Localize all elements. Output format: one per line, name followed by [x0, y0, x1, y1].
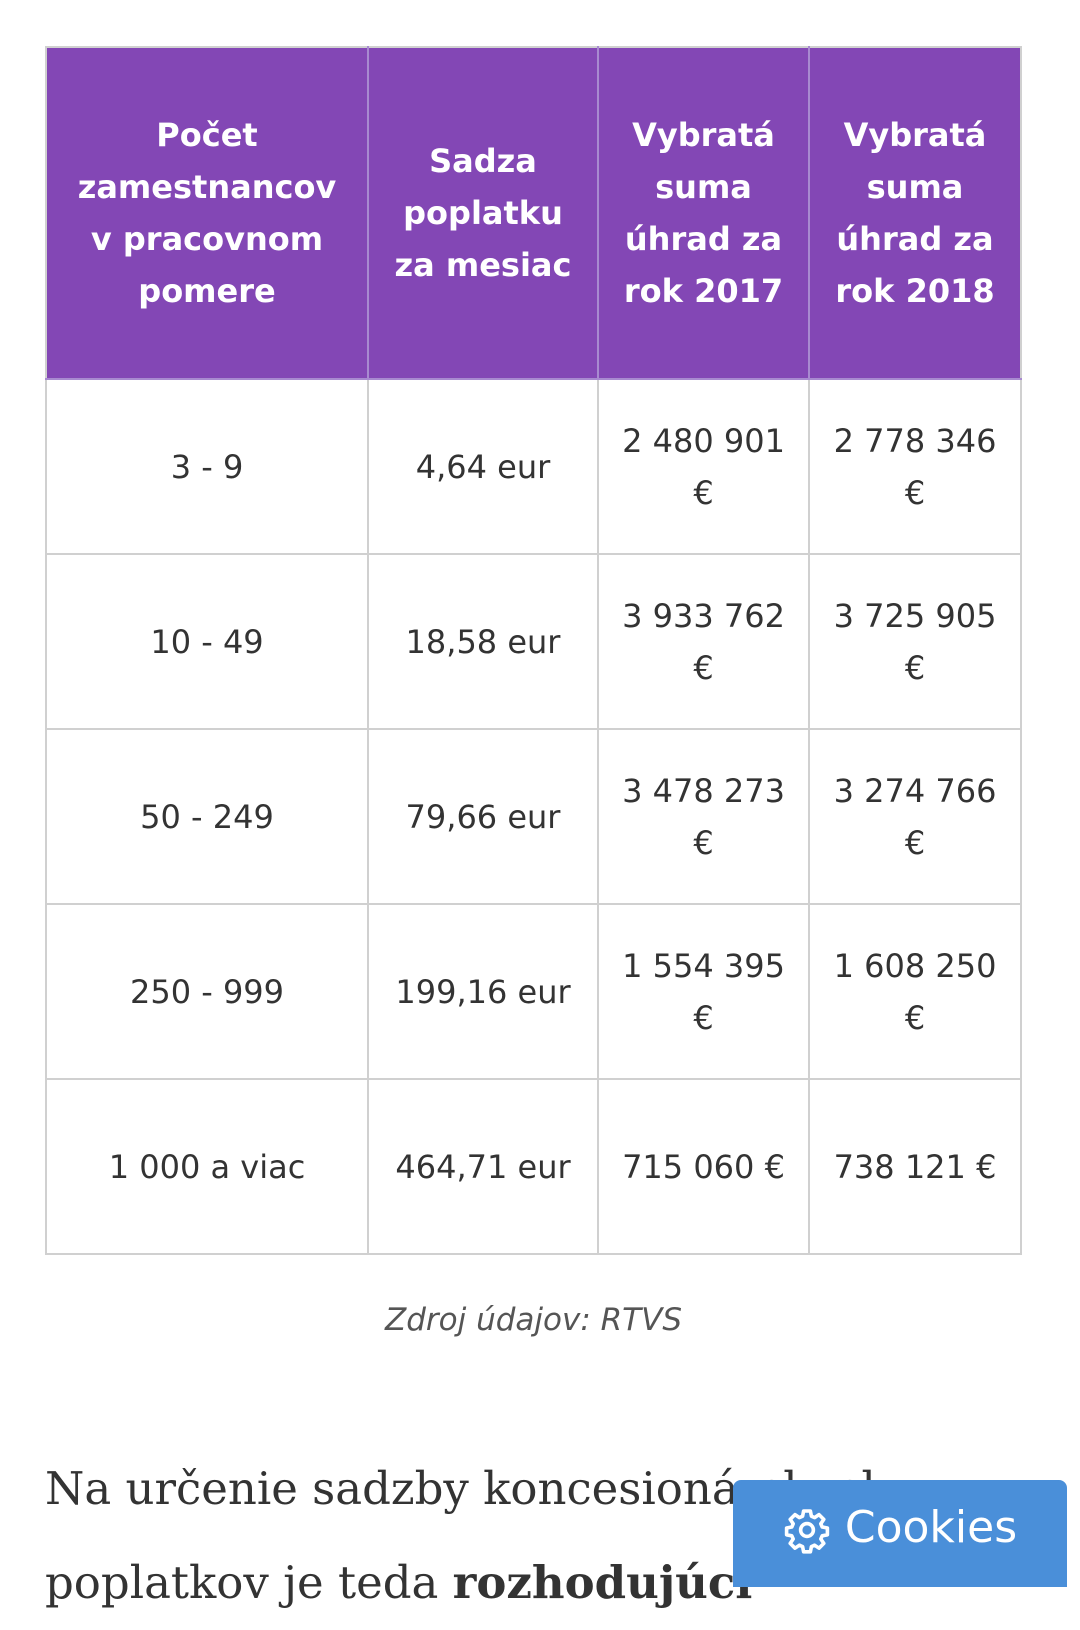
- cell-sum-2017: 2 480 901 €: [597, 378, 810, 555]
- cell-employees: 50 - 249: [45, 728, 369, 905]
- cell-rate: 79,66 eur: [367, 728, 599, 905]
- table-row: 50 - 249 79,66 eur 3 478 273 € 3 274 766…: [45, 728, 1022, 905]
- cell-sum-2017: 1 554 395 €: [597, 903, 810, 1080]
- cell-employees: 3 - 9: [45, 378, 369, 555]
- cell-employees: 1 000 a viac: [45, 1078, 369, 1255]
- cell-rate: 199,16 eur: [367, 903, 599, 1080]
- cell-rate: 4,64 eur: [367, 378, 599, 555]
- cell-sum-2018: 3 274 766 €: [808, 728, 1022, 905]
- cell-sum-2017: 715 060 €: [597, 1078, 810, 1255]
- gear-icon: [784, 1509, 830, 1554]
- cell-employees: 250 - 999: [45, 903, 369, 1080]
- cell-sum-2018: 2 778 346 €: [808, 378, 1022, 555]
- cell-sum-2017: 3 933 762 €: [597, 553, 810, 730]
- table-row: 250 - 999 199,16 eur 1 554 395 € 1 608 2…: [45, 903, 1022, 1080]
- table-header-row: Počet zamestnancov v pracovnom pomere Sa…: [45, 46, 1022, 380]
- header-employees: Počet zamestnancov v pracovnom pomere: [45, 46, 369, 380]
- cookies-button[interactable]: Cookies: [733, 1480, 1067, 1587]
- table-row: 3 - 9 4,64 eur 2 480 901 € 2 778 346 €: [45, 378, 1022, 555]
- cell-sum-2018: 1 608 250 €: [808, 903, 1022, 1080]
- cell-rate: 18,58 eur: [367, 553, 599, 730]
- table-row: 1 000 a viac 464,71 eur 715 060 € 738 12…: [45, 1078, 1022, 1255]
- cell-sum-2018: 738 121 €: [808, 1078, 1022, 1255]
- fee-table: Počet zamestnancov v pracovnom pomere Sa…: [45, 46, 1022, 1255]
- cell-sum-2018: 3 725 905 €: [808, 553, 1022, 730]
- table-caption: Zdroj údajov: RTVS: [385, 1302, 682, 1338]
- article-bold-text: rozhodujúci: [452, 1556, 753, 1609]
- table-row: 10 - 49 18,58 eur 3 933 762 € 3 725 905 …: [45, 553, 1022, 730]
- header-monthly-rate: Sadza poplatku za mesiac: [367, 46, 599, 380]
- header-sum-2017: Vybratá suma úhrad za rok 2017: [597, 46, 810, 380]
- cell-rate: 464,71 eur: [367, 1078, 599, 1255]
- cookies-label: Cookies: [844, 1502, 1018, 1553]
- cell-sum-2017: 3 478 273 €: [597, 728, 810, 905]
- cell-employees: 10 - 49: [45, 553, 369, 730]
- header-sum-2018: Vybratá suma úhrad za rok 2018: [808, 46, 1022, 380]
